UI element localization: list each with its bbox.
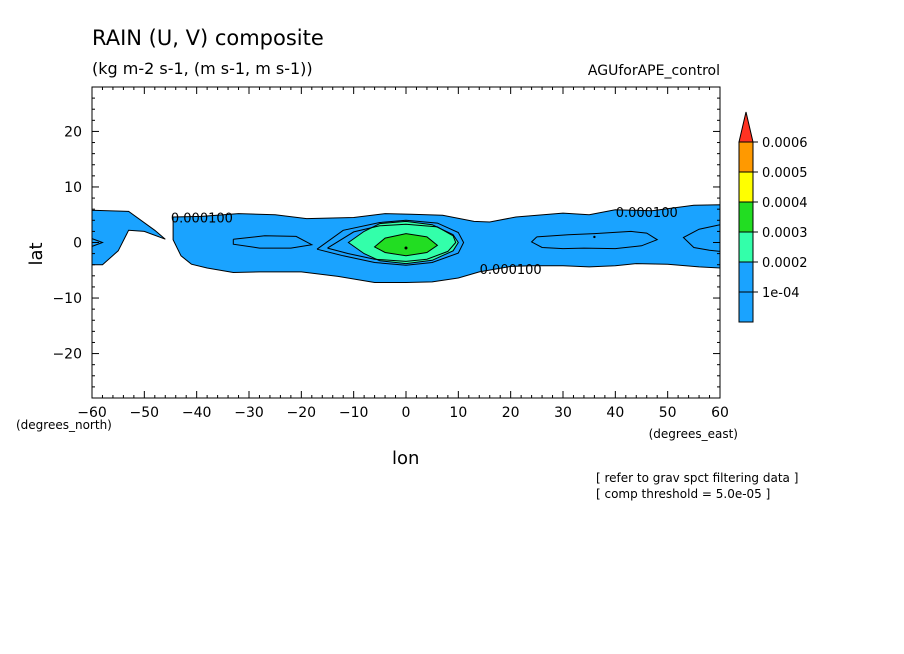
contour-lines — [91, 219, 721, 266]
x-tick-label-4: −20 — [287, 405, 317, 421]
y-tick-label-0: −20 — [52, 347, 82, 363]
y-unit-label: (degrees_north) — [16, 418, 112, 432]
colorbar-box-2 — [738, 171, 754, 203]
y-axis-label: lat — [26, 242, 47, 265]
x-tick-label-7: 10 — [449, 405, 467, 421]
x-tick-label-0: −60 — [77, 405, 107, 421]
contour-center-mark — [404, 246, 408, 250]
note-filtering: [ refer to grav spct filtering data ] — [596, 471, 798, 485]
run-label: AGUforAPE_control — [588, 63, 720, 79]
filled-regions — [91, 204, 721, 283]
colorbar-label-5: 1e-04 — [762, 286, 800, 301]
chart-title: RAIN (U, V) composite — [92, 26, 324, 50]
contour-line-1 — [327, 223, 457, 262]
x-tick-label-12: 60 — [711, 405, 729, 421]
contour-line-3 — [530, 230, 659, 250]
colorbar-box-5 — [738, 261, 754, 293]
x-tick-label-2: −40 — [182, 405, 212, 421]
colorbar-box-3 — [738, 201, 754, 233]
x-axis: −60 −50 −40 −30 −20 −10 0 10 20 30 40 50 60 — [77, 87, 729, 421]
colorbar-arrow-top — [738, 111, 754, 143]
x-tick-label-11: 50 — [659, 405, 677, 421]
colorbar-label-1: 0.0005 — [762, 166, 808, 181]
x-unit-label: (degrees_east) — [649, 427, 738, 441]
x-tick-label-1: −50 — [130, 405, 160, 421]
x-axis-label: lon — [392, 448, 419, 469]
contour-label-0: 0.000100 — [171, 212, 233, 227]
contour-line-4 — [682, 224, 721, 252]
contour-small-mark — [593, 235, 596, 239]
colorbar-label-2: 0.0004 — [762, 196, 808, 211]
chart-subtitle: (kg m-2 s-1, (m s-1, m s-1)) — [92, 59, 313, 78]
colorbar-label-0: 0.0006 — [762, 136, 808, 151]
contour-line-2 — [232, 235, 314, 249]
y-axis: −20 −10 0 10 20 — [52, 97, 720, 388]
x-tick-label-9: 30 — [554, 405, 572, 421]
x-tick-label-5: −10 — [339, 405, 369, 421]
contour-line-0 — [316, 219, 465, 266]
y-tick-label-1: −10 — [52, 291, 82, 307]
y-tick-label-3: 10 — [64, 180, 82, 196]
x-tick-label-6: 0 — [402, 405, 411, 421]
y-tick-label-4: 20 — [64, 124, 82, 140]
note-threshold: [ comp threshold = 5.0e-05 ] — [596, 487, 770, 501]
colorbar-legend: 0.0006 0.0005 0.0004 0.0003 0.0002 1e-04 — [738, 111, 808, 323]
contour-label-1: 0.000100 — [616, 206, 678, 221]
x-tick-label-8: 20 — [502, 405, 520, 421]
x-tick-label-10: 40 — [606, 405, 624, 421]
colorbar-box-6 — [738, 291, 754, 323]
colorbar-box-4 — [738, 231, 754, 263]
colorbar-label-4: 0.0002 — [762, 256, 808, 271]
contour-label-2: 0.000100 — [480, 263, 542, 278]
y-tick-label-2: 0 — [73, 236, 82, 252]
x-tick-label-3: −30 — [234, 405, 264, 421]
contour-line-5 — [91, 238, 104, 247]
colorbar-box-1 — [738, 141, 754, 173]
contour-labels: 0.000100 0.000100 0.000100 — [171, 206, 678, 278]
contour-region-0 — [91, 209, 166, 266]
contour-region-3 — [373, 233, 439, 257]
colorbar-label-3: 0.0003 — [762, 226, 808, 241]
